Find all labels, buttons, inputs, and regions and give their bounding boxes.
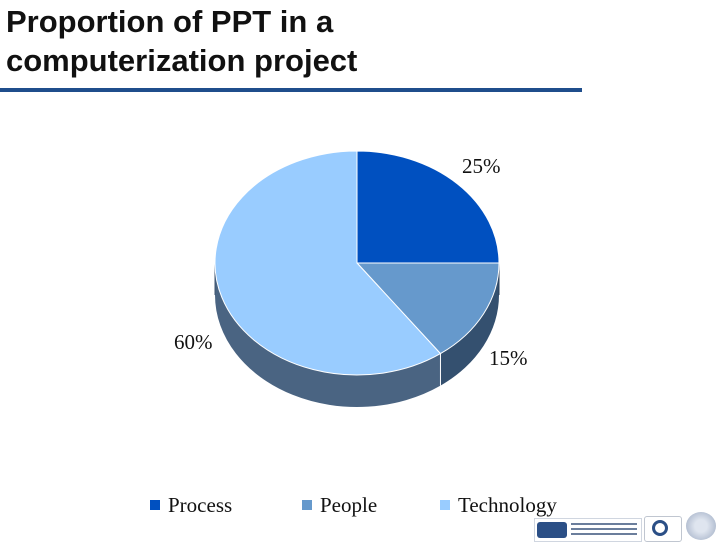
data-label-technology: 60% [174, 330, 213, 354]
pie-side-people [440, 263, 499, 386]
footer-logos [534, 510, 720, 542]
pie-slice-people [355, 262, 500, 355]
legend-item-people: People [302, 492, 377, 518]
pie-slice-process [356, 150, 500, 264]
seal-logo [686, 512, 716, 540]
data-label-people: 15% [489, 346, 528, 370]
slide-title: Proportion of PPT in a computerization p… [6, 4, 358, 78]
pie-labels: 25% 15% 60% [174, 154, 528, 370]
pie-side-technology [215, 263, 441, 408]
legend-label-people: People [320, 492, 378, 517]
legend-item-process: Process [150, 492, 232, 518]
nisg-logo [534, 518, 642, 542]
data-label-process: 25% [462, 154, 501, 178]
pie-top [214, 150, 500, 376]
legend-label-process: Process [168, 492, 233, 517]
legend-swatch-technology [440, 500, 450, 510]
legend-label-technology: Technology [458, 492, 557, 517]
legend-item-technology: Technology [440, 492, 557, 518]
egov-logo [644, 516, 682, 542]
pie-slice-technology [214, 150, 442, 376]
title-underline [0, 88, 582, 92]
legend-swatch-process [150, 500, 160, 510]
legend-swatch-people [302, 500, 312, 510]
